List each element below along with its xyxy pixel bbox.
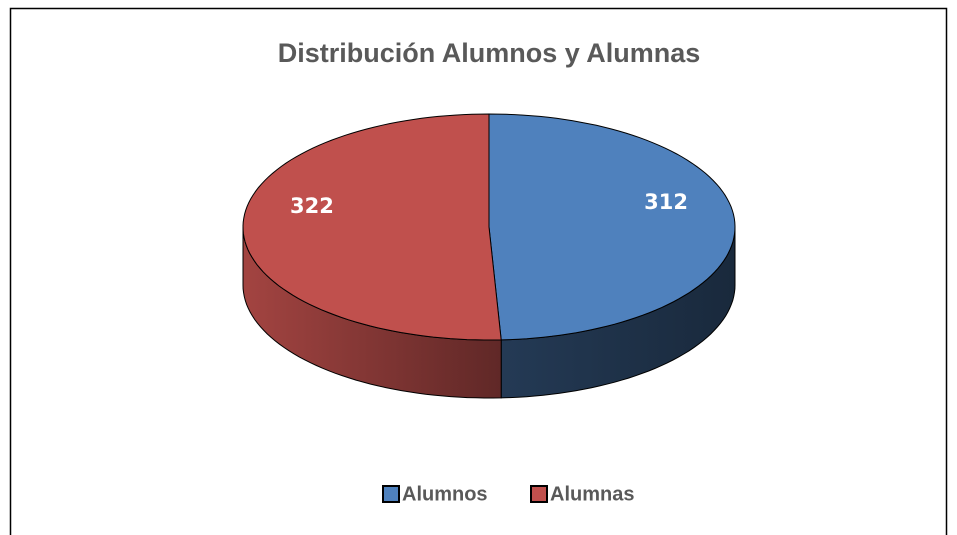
slice <box>488 113 736 341</box>
data-label: 322 <box>290 194 334 218</box>
chart-title: Distribución Alumnos y Alumnas <box>278 38 701 68</box>
chart-frame <box>9 7 948 535</box>
legend-label: Alumnos <box>402 483 488 505</box>
slice <box>242 113 502 341</box>
legend-label: Alumnas <box>550 483 634 505</box>
legend-swatch <box>382 485 400 503</box>
legend-swatch <box>530 485 548 503</box>
data-label: 312 <box>644 190 688 214</box>
